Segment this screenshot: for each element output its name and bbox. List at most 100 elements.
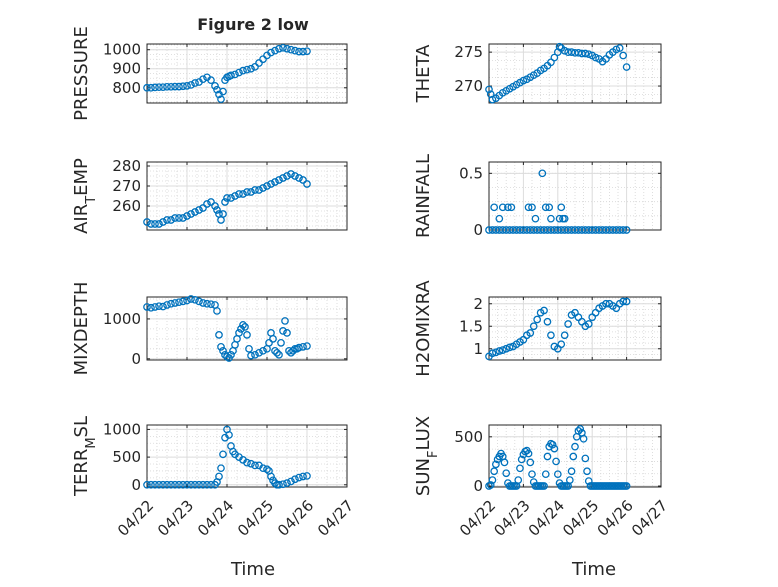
data-point xyxy=(223,194,231,202)
data-point xyxy=(243,331,251,339)
data-point xyxy=(255,348,263,357)
data-point xyxy=(502,344,511,353)
y-tick-label: 1 xyxy=(473,340,483,358)
data-point xyxy=(199,480,207,489)
data-point xyxy=(239,66,247,75)
y-tick-label: 270 xyxy=(112,177,141,195)
data-point xyxy=(231,192,239,200)
data-point xyxy=(287,45,295,54)
x-tick-label: 04/22 xyxy=(456,497,499,540)
data-point xyxy=(281,317,289,325)
data-point xyxy=(159,83,167,92)
data-point xyxy=(171,480,179,489)
data-point xyxy=(488,349,497,358)
data-point xyxy=(498,346,507,354)
data-point xyxy=(555,42,564,51)
data-point xyxy=(259,55,267,64)
data-point xyxy=(247,351,255,360)
data-point xyxy=(271,46,279,55)
data-point xyxy=(619,226,628,234)
data-point xyxy=(275,176,283,184)
data-point xyxy=(267,472,275,481)
data-point xyxy=(291,172,299,180)
data-point xyxy=(490,203,499,212)
subplot-h2omixra: 1 1.5 2 H2OMIXRA xyxy=(413,280,662,377)
data-point xyxy=(299,47,307,56)
data-point xyxy=(255,186,263,194)
axes-box xyxy=(146,296,348,361)
data-point xyxy=(529,322,538,331)
data-point xyxy=(486,481,495,489)
axes-box xyxy=(146,43,348,104)
data-point xyxy=(191,79,199,87)
data-point xyxy=(151,220,159,228)
y-label-sub: T xyxy=(84,196,99,205)
data-point xyxy=(183,296,191,305)
data-point xyxy=(179,297,187,306)
data-point xyxy=(143,83,151,92)
data-point xyxy=(263,465,271,474)
data-point xyxy=(531,214,540,223)
data-point xyxy=(560,46,569,55)
data-point xyxy=(163,82,171,91)
data-point xyxy=(267,180,275,188)
x-tick-label: 04/23 xyxy=(154,497,197,540)
y-label-rest: SL xyxy=(71,416,92,437)
data-point xyxy=(191,480,199,489)
data-point xyxy=(538,169,547,178)
x-tick-label: 04/27 xyxy=(628,497,671,540)
data-point xyxy=(524,203,533,212)
data-point xyxy=(517,455,526,464)
data-point xyxy=(217,95,225,104)
y-axis-label: PRESSURE xyxy=(71,26,92,121)
data-point xyxy=(199,75,207,84)
x-tick-label: 04/24 xyxy=(194,497,237,540)
data-point xyxy=(251,186,259,194)
data-point xyxy=(526,329,535,337)
data-point xyxy=(235,329,243,337)
x-tick-label: 04/25 xyxy=(234,497,277,540)
x-tick-label: 04/26 xyxy=(274,497,317,540)
data-point xyxy=(287,348,295,357)
data-point xyxy=(492,460,500,469)
y-label-rest: EMP xyxy=(71,158,92,196)
data-point xyxy=(303,180,311,188)
y-label-sub: M xyxy=(84,437,99,448)
data-point xyxy=(485,85,493,94)
data-point xyxy=(163,480,171,489)
data-point xyxy=(251,461,259,470)
data-point xyxy=(219,210,227,218)
data-point xyxy=(576,425,585,433)
data-point xyxy=(187,295,195,303)
data-point xyxy=(524,449,533,458)
data-point xyxy=(231,70,239,79)
data-point xyxy=(548,440,557,449)
data-point xyxy=(239,321,247,329)
x-axis-label-right: Time xyxy=(571,559,616,580)
data-point xyxy=(615,44,624,52)
data-point xyxy=(533,315,542,324)
data-point xyxy=(243,458,251,467)
data-point xyxy=(289,346,297,355)
data-point xyxy=(550,444,559,453)
data-point xyxy=(207,480,215,489)
data-point xyxy=(540,482,548,490)
y-tick-label: 1000 xyxy=(103,420,141,438)
y-tick-label: 1000 xyxy=(103,41,141,59)
data-point xyxy=(303,47,311,56)
axes-box xyxy=(146,424,348,488)
data-point xyxy=(516,464,524,473)
data-point xyxy=(622,63,631,71)
data-point xyxy=(215,331,223,339)
y-tick-label: 0 xyxy=(473,477,483,495)
data-point xyxy=(571,442,579,451)
data-point xyxy=(183,212,191,220)
data-point xyxy=(291,46,299,55)
data-point xyxy=(500,458,509,467)
data-point xyxy=(151,303,159,311)
axes-box xyxy=(488,43,662,104)
data-point xyxy=(279,43,287,52)
